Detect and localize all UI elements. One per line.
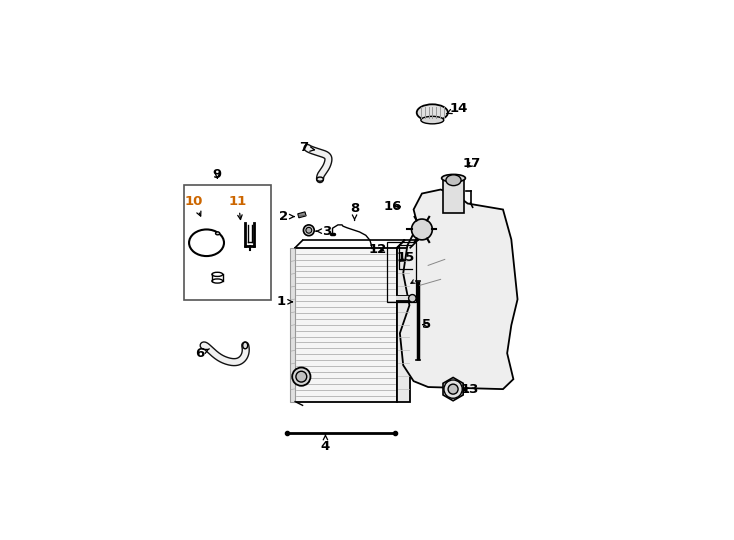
- Bar: [184, 185, 272, 300]
- Ellipse shape: [243, 342, 247, 349]
- Text: 13: 13: [461, 383, 479, 396]
- Text: 8: 8: [350, 202, 359, 220]
- Ellipse shape: [446, 175, 461, 186]
- Text: 10: 10: [185, 195, 203, 216]
- Polygon shape: [400, 190, 517, 389]
- Text: 11: 11: [229, 195, 247, 219]
- Text: 2: 2: [280, 210, 294, 223]
- Circle shape: [306, 227, 312, 233]
- Circle shape: [303, 225, 314, 235]
- Text: 17: 17: [462, 157, 481, 170]
- Bar: [295, 248, 397, 402]
- Text: 5: 5: [421, 318, 431, 331]
- Bar: [443, 178, 465, 213]
- Bar: [298, 212, 306, 218]
- Ellipse shape: [442, 174, 465, 182]
- Text: 4: 4: [321, 434, 330, 453]
- Ellipse shape: [316, 177, 324, 181]
- Circle shape: [409, 295, 416, 302]
- Text: 16: 16: [384, 200, 402, 213]
- Bar: [387, 241, 415, 302]
- Ellipse shape: [216, 232, 219, 235]
- Ellipse shape: [417, 104, 448, 121]
- Text: 9: 9: [213, 168, 222, 181]
- Text: 7: 7: [299, 141, 315, 154]
- Polygon shape: [443, 377, 463, 401]
- Circle shape: [296, 371, 307, 382]
- Text: 6: 6: [195, 347, 209, 360]
- Ellipse shape: [421, 116, 444, 124]
- Circle shape: [448, 384, 458, 394]
- Text: 1: 1: [277, 295, 292, 308]
- Text: 12: 12: [368, 244, 387, 256]
- Text: 3: 3: [316, 225, 331, 238]
- Circle shape: [292, 368, 310, 386]
- Text: 15: 15: [397, 251, 415, 264]
- Circle shape: [412, 219, 432, 240]
- Bar: [290, 248, 295, 402]
- Bar: [397, 248, 410, 402]
- Text: 14: 14: [446, 102, 468, 115]
